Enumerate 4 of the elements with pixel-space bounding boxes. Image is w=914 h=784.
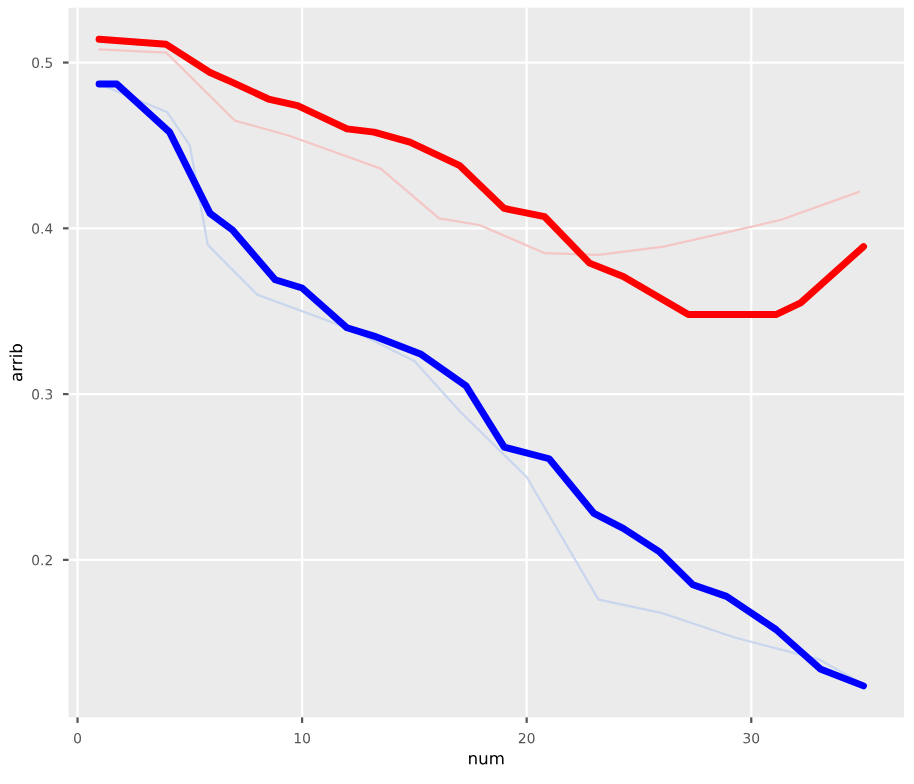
y-axis-title: arrib <box>9 344 23 382</box>
line-series <box>97 48 861 256</box>
x-axis-title: num <box>469 754 504 765</box>
line-series <box>95 35 867 318</box>
